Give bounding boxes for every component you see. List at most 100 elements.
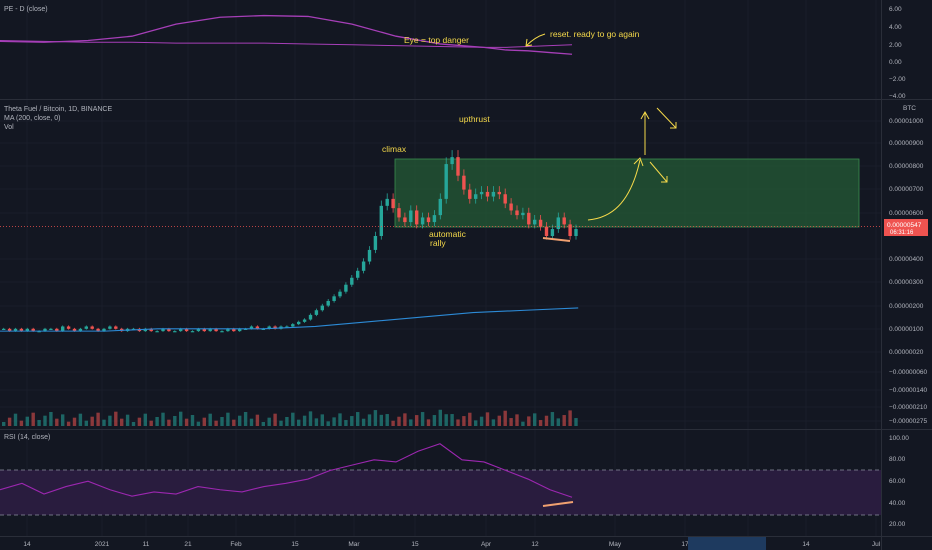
candle-body[interactable]	[202, 328, 206, 332]
candle-body[interactable]	[208, 328, 212, 332]
candle-body[interactable]	[450, 157, 454, 165]
candle-body[interactable]	[297, 321, 301, 325]
candle-body[interactable]	[420, 217, 425, 225]
candle-body[interactable]	[468, 189, 472, 199]
candle-body[interactable]	[574, 229, 578, 236]
candle-body[interactable]	[232, 328, 236, 332]
candle-body[interactable]	[415, 210, 419, 225]
candle-body[interactable]	[13, 328, 18, 332]
candle-body[interactable]	[37, 331, 41, 333]
candle-body[interactable]	[214, 328, 218, 332]
candle-body[interactable]	[196, 328, 201, 332]
volume-bar	[291, 412, 295, 426]
candle-body[interactable]	[72, 328, 77, 332]
candle-body[interactable]	[155, 331, 159, 333]
candle-body[interactable]	[267, 326, 271, 329]
candle-body[interactable]	[320, 305, 324, 311]
candle-body[interactable]	[291, 324, 295, 327]
candle-body[interactable]	[102, 328, 106, 332]
candle-body[interactable]	[261, 328, 265, 330]
candle-body[interactable]	[249, 326, 254, 329]
candle-body[interactable]	[326, 300, 330, 306]
volume-bar	[361, 418, 366, 426]
candle-body[interactable]	[19, 328, 24, 332]
last-price-tag[interactable]	[884, 219, 928, 236]
candle-body[interactable]	[503, 194, 507, 204]
candle-body[interactable]	[485, 191, 490, 197]
candle-body[interactable]	[474, 194, 478, 199]
rsi-axis-tick: 20.00	[889, 521, 906, 528]
candle-body[interactable]	[61, 326, 65, 332]
candle-body[interactable]	[332, 296, 336, 301]
candle-body[interactable]	[479, 191, 484, 195]
candle-body[interactable]	[78, 328, 83, 332]
candle-body[interactable]	[255, 326, 260, 329]
candle-body[interactable]	[373, 236, 378, 250]
candle-body[interactable]	[562, 217, 566, 225]
candle-body[interactable]	[220, 331, 224, 333]
candle-body[interactable]	[190, 331, 195, 333]
candle-body[interactable]	[114, 326, 118, 329]
candle-body[interactable]	[7, 328, 12, 332]
candle-body[interactable]	[243, 328, 248, 330]
candle-body[interactable]	[25, 328, 29, 332]
candle-body[interactable]	[184, 328, 189, 332]
candle-body[interactable]	[161, 328, 165, 332]
candle-body[interactable]	[397, 208, 401, 218]
candle-body[interactable]	[456, 157, 460, 176]
candle-body[interactable]	[285, 326, 289, 328]
candle-body[interactable]	[143, 328, 147, 332]
candle-body[interactable]	[2, 328, 6, 330]
candle-body[interactable]	[55, 328, 59, 332]
candle-body[interactable]	[167, 328, 171, 332]
candle-body[interactable]	[238, 328, 242, 332]
candle-body[interactable]	[31, 328, 35, 332]
candle-body[interactable]	[432, 215, 437, 223]
candle-body[interactable]	[521, 212, 525, 216]
candle-body[interactable]	[108, 326, 112, 329]
candle-body[interactable]	[444, 164, 448, 199]
candle-body[interactable]	[538, 219, 543, 227]
candle-body[interactable]	[356, 270, 360, 278]
candle-body[interactable]	[533, 219, 537, 225]
candle-body[interactable]	[361, 261, 366, 271]
candle-body[interactable]	[43, 328, 47, 332]
candle-body[interactable]	[302, 319, 307, 322]
candle-body[interactable]	[314, 310, 319, 315]
candle-body[interactable]	[84, 326, 88, 329]
candle-body[interactable]	[226, 328, 230, 332]
candle-body[interactable]	[344, 284, 348, 292]
candle-body[interactable]	[173, 331, 177, 333]
candle-body[interactable]	[308, 314, 313, 320]
candle-body[interactable]	[66, 326, 71, 329]
candle-body[interactable]	[49, 328, 53, 330]
candle-body[interactable]	[379, 205, 383, 236]
candle-body[interactable]	[385, 198, 389, 206]
candle-body[interactable]	[403, 217, 407, 223]
candle-body[interactable]	[179, 328, 183, 332]
candle-body[interactable]	[391, 198, 395, 209]
candle-body[interactable]	[338, 291, 342, 297]
candle-body[interactable]	[273, 326, 277, 329]
candle-body[interactable]	[438, 198, 442, 216]
candle-body[interactable]	[462, 175, 466, 190]
candle-body[interactable]	[90, 326, 94, 329]
volume-bar	[131, 422, 136, 426]
candle-body[interactable]	[96, 328, 100, 332]
candle-body[interactable]	[350, 277, 354, 285]
annotation-drawings[interactable]	[525, 33, 677, 221]
candle-body[interactable]	[515, 210, 519, 216]
candle-body[interactable]	[527, 212, 531, 225]
candle-body[interactable]	[550, 229, 555, 236]
candle-body[interactable]	[426, 217, 431, 223]
candle-body[interactable]	[556, 217, 560, 230]
candle-body[interactable]	[509, 203, 513, 211]
candle-body[interactable]	[409, 210, 413, 223]
candle-body[interactable]	[497, 191, 501, 195]
candle-body[interactable]	[544, 226, 549, 236]
candle-body[interactable]	[491, 191, 496, 197]
candle-body[interactable]	[367, 249, 372, 262]
candle-body[interactable]	[149, 328, 153, 332]
candle-body[interactable]	[568, 224, 572, 236]
